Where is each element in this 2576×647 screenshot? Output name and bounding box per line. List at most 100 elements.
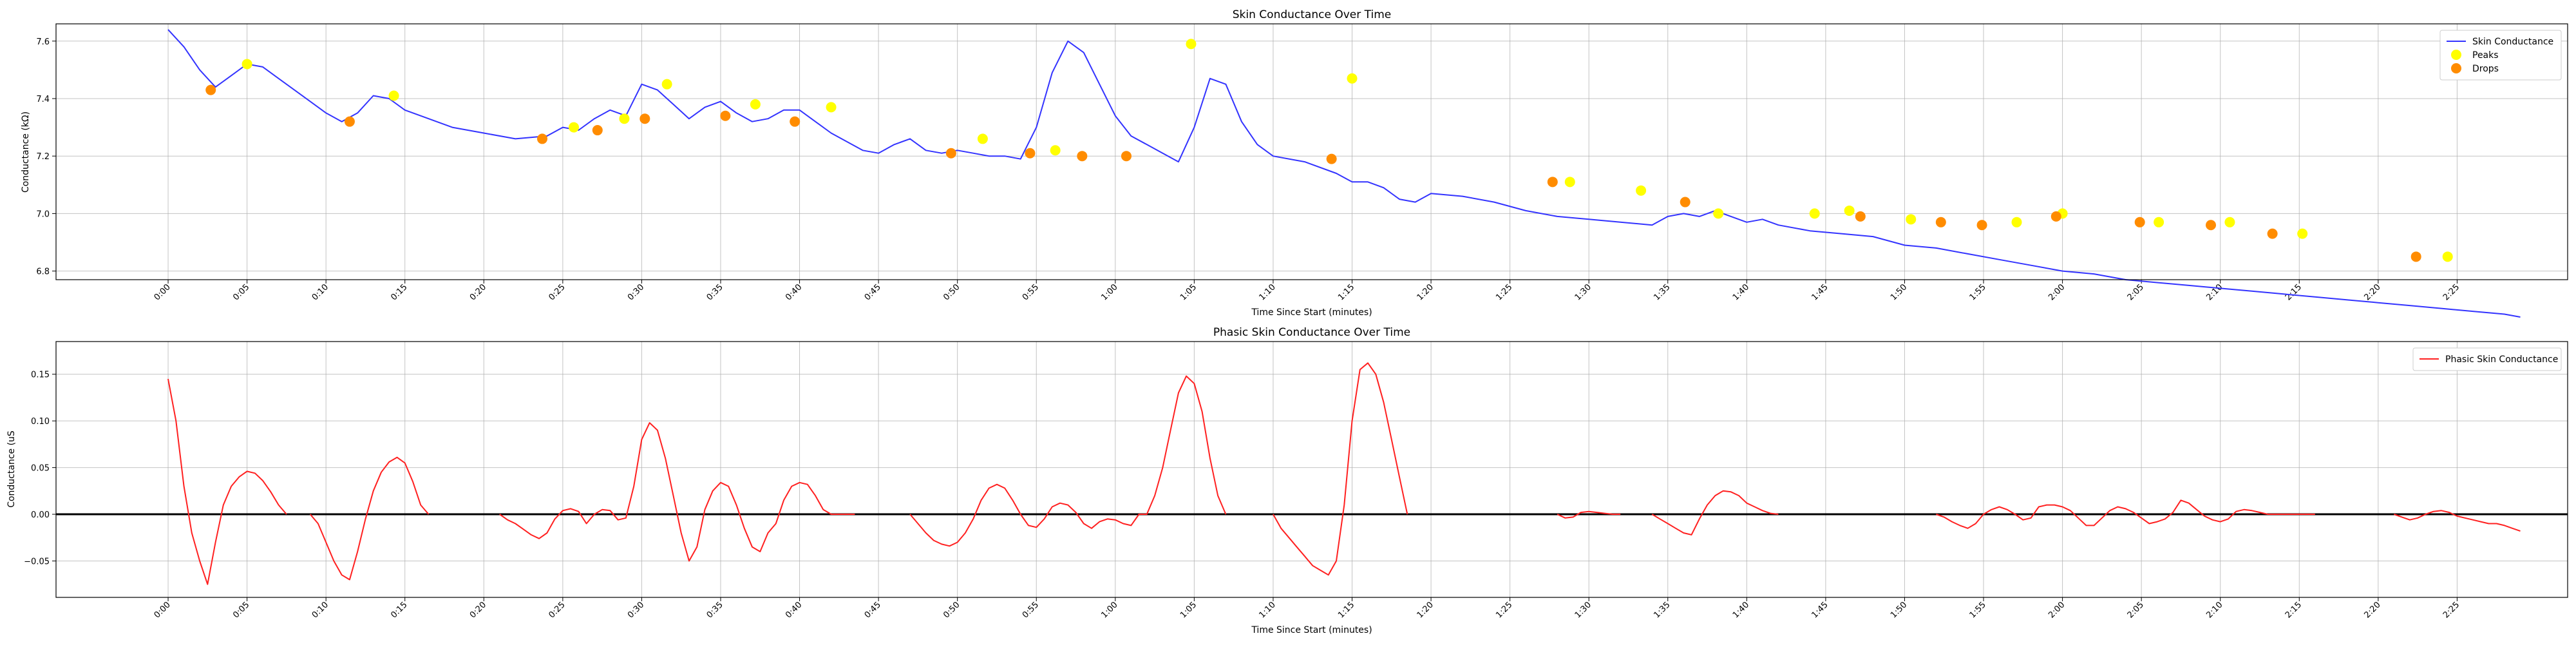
x-tick-label: 0:10 — [310, 282, 330, 302]
peaks-point — [2154, 217, 2164, 227]
drops-point — [1855, 211, 1866, 222]
series-line-phasic-skin-conductance — [909, 375, 1227, 547]
drops-point — [205, 84, 216, 95]
x-tick-label: 1:35 — [1652, 282, 1672, 302]
peaks-point — [1636, 185, 1647, 196]
x-tick-label: 2:05 — [2126, 600, 2146, 620]
series-line-phasic-skin-conductance — [1651, 490, 1779, 536]
x-tick-label: 0:45 — [863, 282, 883, 302]
x-tick-label: 1:40 — [1731, 282, 1751, 302]
x-tick-label: 0:15 — [389, 600, 409, 620]
bottom-plot-frame — [55, 341, 2568, 598]
x-tick-label: 0:55 — [1021, 282, 1041, 302]
bottom-x-axis-ticks: 0:00 0:05 0:10 0:15 0:20 0:25 0:30 0:35 0:40 0:45… — [153, 597, 2461, 620]
drops-point — [1077, 151, 1088, 162]
x-tick-label: 0:30 — [626, 600, 646, 620]
x-tick-label: 1:00 — [1099, 282, 1119, 302]
x-tick-label: 0:50 — [942, 600, 961, 620]
x-tick-label: 1:15 — [1336, 282, 1356, 302]
x-tick-label: 1:25 — [1494, 282, 1514, 302]
x-tick-label: 2:15 — [2284, 600, 2304, 620]
x-tick-label: 2:10 — [2204, 282, 2224, 302]
x-tick-label: 0:50 — [942, 282, 961, 302]
drops-point — [790, 116, 800, 127]
peaks-point — [1050, 145, 1061, 156]
drops-point — [536, 133, 547, 144]
peaks-point — [1844, 205, 1855, 216]
peaks-point — [569, 122, 580, 133]
x-tick-label: 1:45 — [1810, 600, 1830, 620]
y-tick-label: −0.05 — [24, 557, 50, 566]
x-tick-label: 1:25 — [1494, 600, 1514, 620]
x-tick-label: 1:10 — [1258, 282, 1278, 302]
bottom-legend: Phasic Skin Conductance — [2412, 347, 2562, 371]
x-tick-label: 1:05 — [1179, 282, 1198, 302]
y-tick-label: 7.0 — [36, 209, 50, 219]
x-tick-label: 0:15 — [389, 282, 409, 302]
peaks-point — [619, 113, 630, 124]
top-x-axis-label: Time Since Start (minutes) — [1251, 307, 1372, 318]
top-series-layer — [167, 29, 2521, 318]
peaks-point — [1347, 73, 1358, 84]
legend-label: Peaks — [2472, 50, 2499, 61]
top-legend: Skin Conductance Peaks Drops — [2439, 30, 2562, 81]
drops-point — [1547, 177, 1558, 188]
drops-point — [1976, 220, 1987, 231]
peaks-point — [826, 102, 837, 113]
legend-swatch-dot — [2451, 63, 2461, 73]
y-tick-label: 0.05 — [31, 464, 50, 474]
peaks-point — [1809, 208, 1820, 219]
peaks-point — [242, 59, 252, 70]
drops-point — [2410, 251, 2421, 262]
legend-label: Drops — [2472, 64, 2499, 74]
x-tick-label: 1:55 — [1968, 600, 1988, 620]
x-tick-label: 1:55 — [1968, 282, 1988, 302]
x-tick-label: 2:25 — [2441, 600, 2461, 620]
drops-point — [2206, 220, 2217, 231]
peaks-point — [2442, 251, 2453, 262]
top-chart-title: Skin Conductance Over Time — [1233, 8, 1391, 21]
x-tick-label: 1:05 — [1179, 600, 1198, 620]
drops-point — [639, 113, 650, 124]
x-tick-label: 1:00 — [1099, 600, 1119, 620]
top-y-axis-label: Conductance (kΩ) — [21, 111, 31, 193]
series-line-phasic-skin-conductance — [167, 378, 287, 585]
legend-box — [2412, 347, 2562, 371]
drops-point — [1121, 151, 1132, 162]
x-tick-label: 1:35 — [1652, 600, 1672, 620]
x-tick-label: 1:40 — [1731, 600, 1751, 620]
x-tick-label: 0:40 — [784, 600, 804, 620]
x-tick-label: 0:35 — [705, 282, 725, 302]
series-line-phasic-skin-conductance — [1557, 510, 1621, 519]
drops-point — [1326, 153, 1337, 164]
x-tick-label: 1:45 — [1810, 282, 1830, 302]
drops-point — [2134, 217, 2145, 227]
x-tick-label: 0:30 — [626, 282, 646, 302]
series-line-phasic-skin-conductance — [1273, 362, 1408, 576]
x-tick-label: 2:10 — [2204, 600, 2224, 620]
peaks-point — [661, 79, 672, 90]
x-tick-label: 0:00 — [153, 600, 173, 620]
y-tick-label: 0.10 — [31, 417, 50, 427]
y-tick-label: 7.2 — [36, 152, 50, 162]
drops-point — [2267, 228, 2278, 239]
x-tick-label: 2:20 — [2362, 282, 2382, 302]
peaks-point — [1906, 214, 1917, 225]
x-tick-label: 0:45 — [863, 600, 883, 620]
drops-point — [2050, 211, 2061, 222]
bottom-gridlines — [56, 342, 2568, 597]
top-gridlines — [56, 24, 2568, 280]
phasic-conductance-plot: Phasic Skin Conductance Over Time 0:00 0:… — [6, 326, 2568, 635]
x-tick-label: 2:00 — [2047, 600, 2067, 620]
series-line-phasic-skin-conductance — [309, 456, 430, 581]
peaks-point — [2297, 228, 2308, 239]
x-tick-label: 2:05 — [2126, 282, 2146, 302]
legend-label: Skin Conductance — [2472, 37, 2553, 47]
peaks-point — [1713, 208, 1724, 219]
y-tick-label: 6.8 — [36, 267, 50, 277]
peaks-point — [1186, 39, 1197, 50]
x-tick-label: 1:50 — [1889, 282, 1909, 302]
x-tick-label: 1:10 — [1258, 600, 1278, 620]
drops-point — [344, 116, 355, 127]
